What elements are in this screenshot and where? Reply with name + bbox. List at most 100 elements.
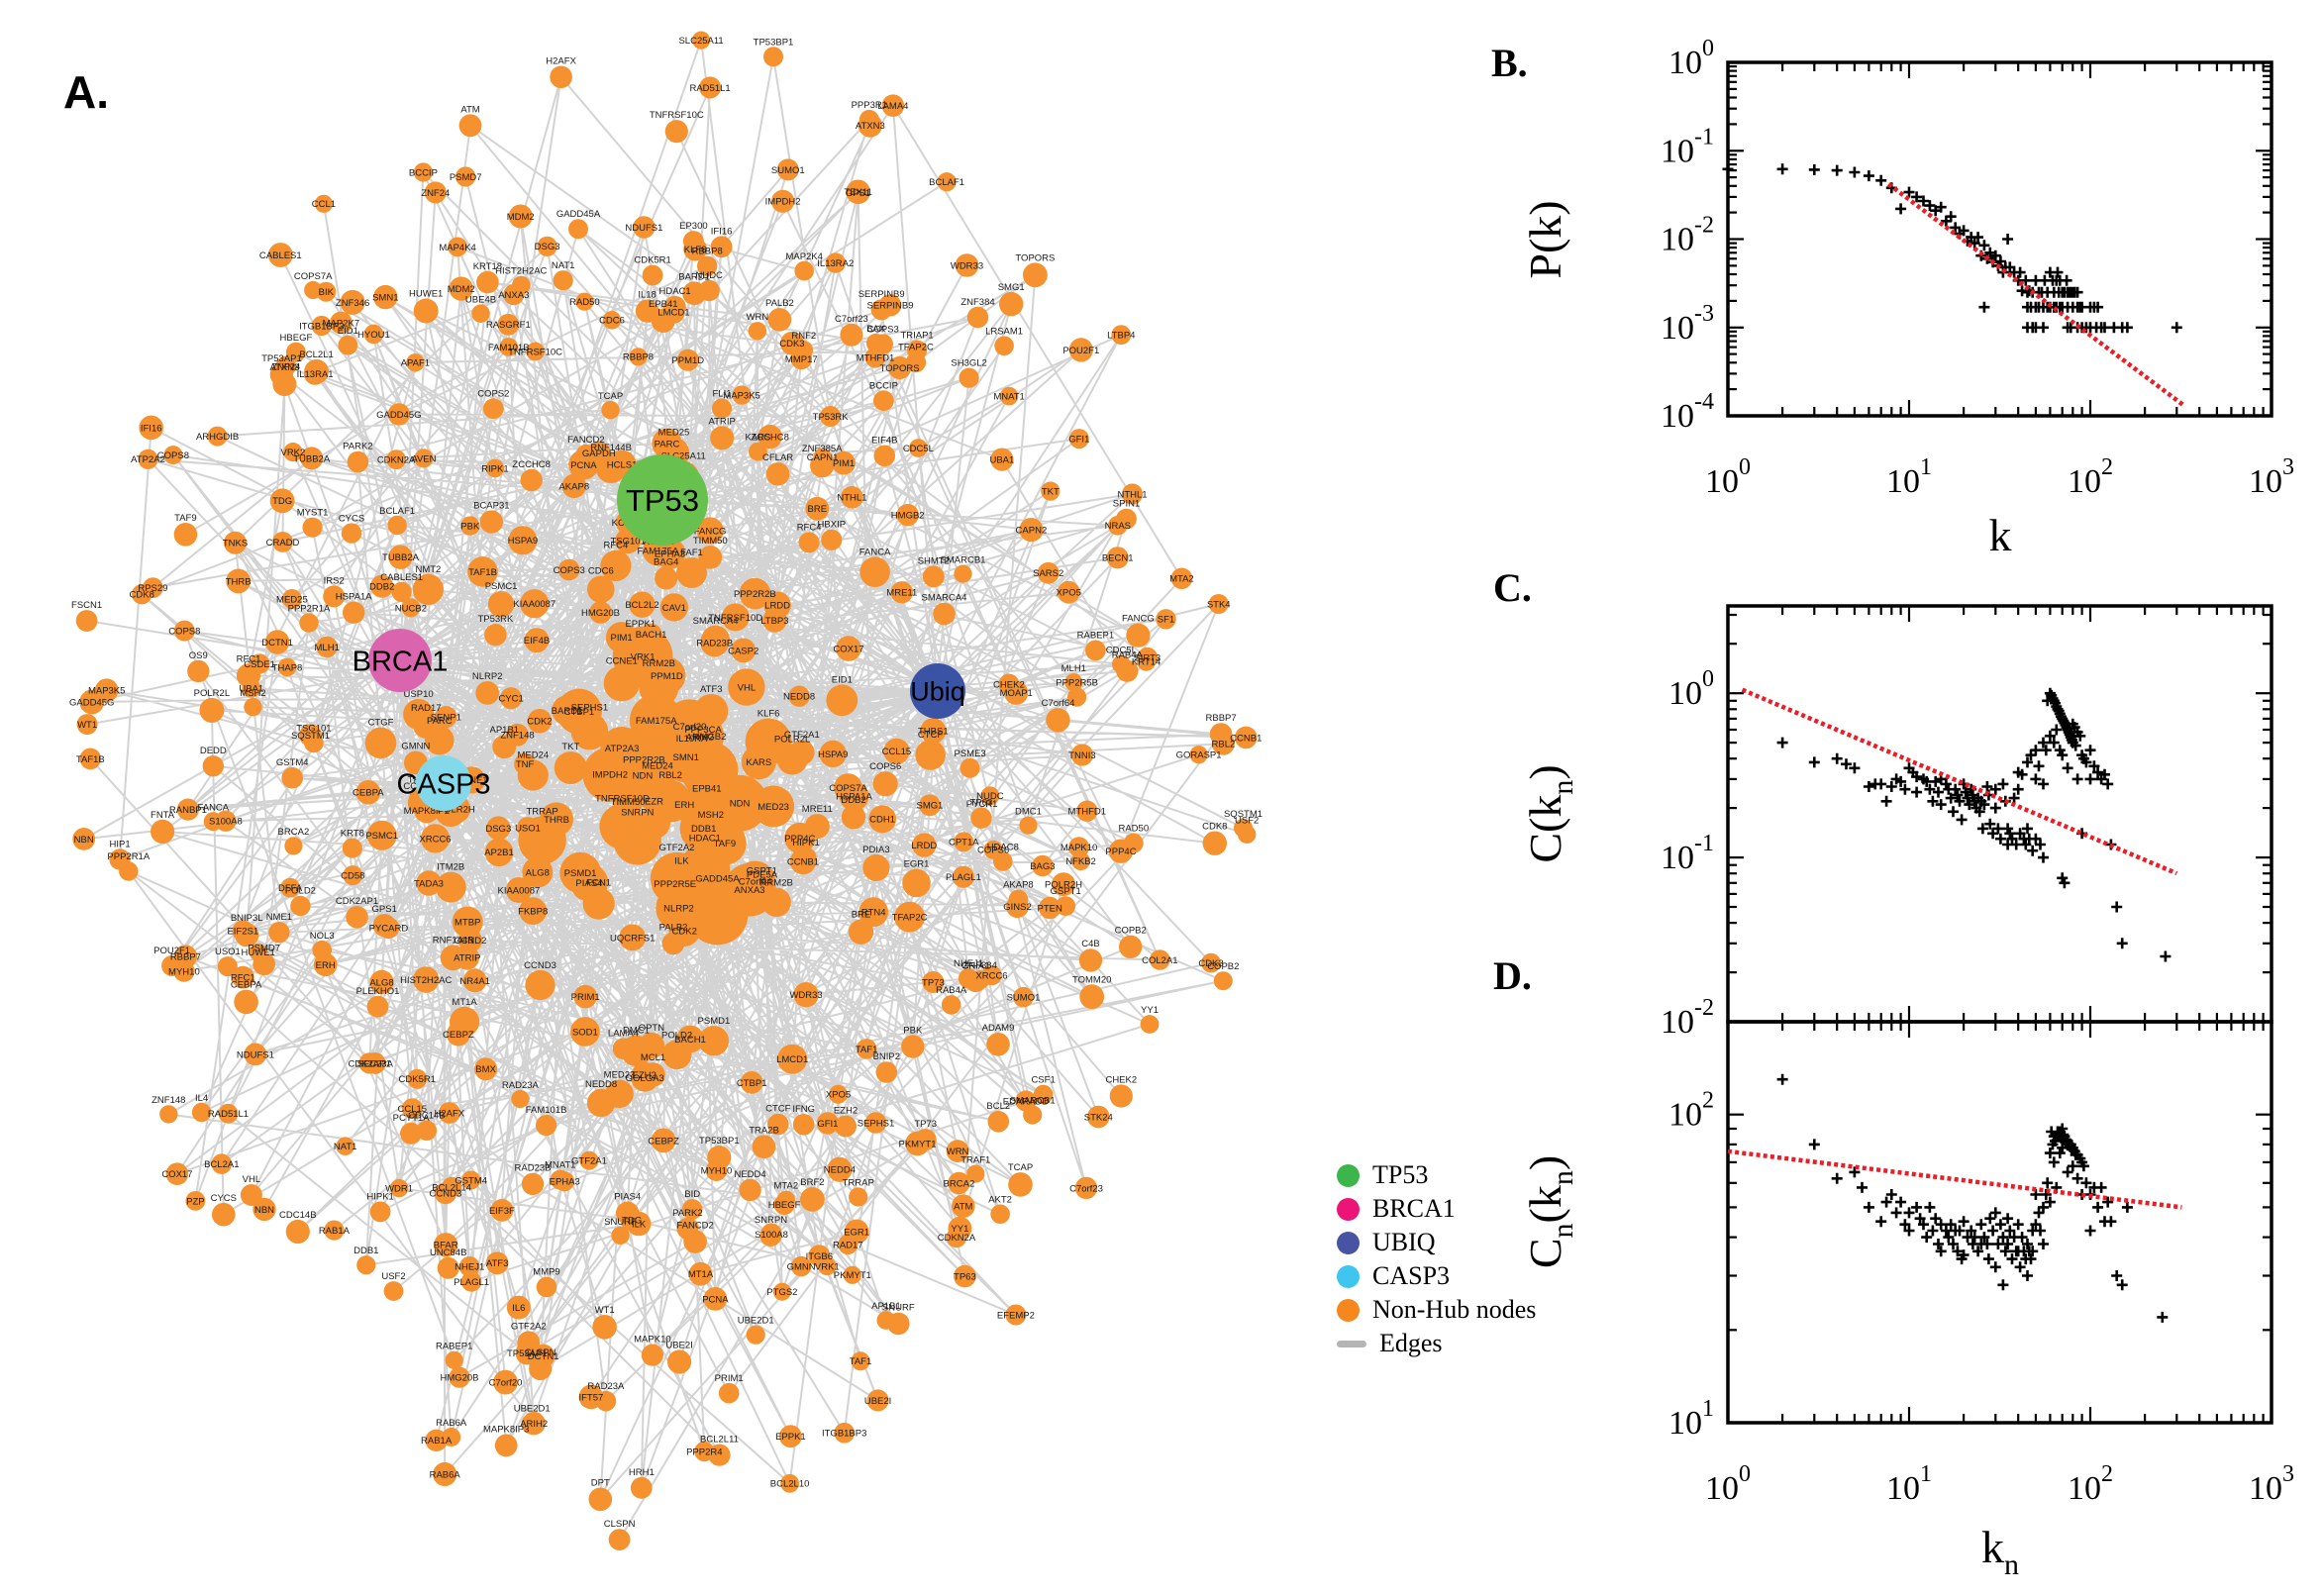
network-node-label: MMP9 — [533, 1267, 559, 1278]
network-node-label: PSMD1 — [564, 868, 597, 879]
network-node-label: USF2 — [1235, 816, 1259, 827]
network-node-label: PCNA — [702, 1294, 729, 1305]
network-node-label: TP63 — [970, 797, 993, 808]
network-node-label: TAF1B — [468, 567, 497, 578]
network-node-label: NDUFS1 — [625, 223, 662, 234]
network-node — [1208, 594, 1229, 614]
network-node-label: XPO5 — [1057, 588, 1081, 599]
network-node-label: FSCN1 — [71, 600, 102, 611]
network-node — [1213, 971, 1233, 991]
network-node — [800, 1187, 825, 1212]
network-node-label: GMNN — [787, 1262, 816, 1273]
network-node — [433, 1461, 457, 1487]
network-node-label: SOD1 — [572, 1027, 598, 1038]
network-node-label: WDR33 — [951, 260, 983, 271]
network-node-label: CCND3 — [430, 1189, 462, 1200]
network-node-label: BRE — [808, 504, 828, 515]
panel-d-x-tick-label: 100 — [1705, 1461, 1751, 1507]
panel-d-fit-line — [1727, 1148, 2182, 1210]
network-node-label: NAT1 — [552, 260, 575, 271]
network-node — [283, 443, 303, 462]
network-node — [476, 270, 499, 294]
network-node-label: PPM1D — [671, 355, 704, 366]
network-node-label: PPM1D — [651, 671, 683, 682]
network-node-label: MDM2 — [448, 284, 475, 295]
network-node-label: HYOU1 — [357, 330, 390, 341]
network-node — [592, 1315, 617, 1340]
network-node-label: RFC1 — [237, 653, 261, 664]
network-node — [1041, 481, 1060, 501]
network-node-label: MT1A — [452, 997, 477, 1008]
network-node-label: YY1 — [951, 1224, 968, 1235]
network-node — [1106, 547, 1129, 569]
network-node-label: ALG8 — [369, 977, 393, 988]
network-node-label: LAMA4 — [877, 101, 908, 112]
network-node-label: KARS — [745, 433, 770, 444]
network-node — [894, 901, 925, 933]
network-node-label: COPS7A — [294, 271, 333, 282]
network-node-label: HMGB2 — [891, 511, 925, 522]
network-node — [452, 906, 483, 938]
network-node — [526, 342, 545, 361]
network-node-label: RAB4A — [936, 985, 967, 996]
network-node-label: HMGB2 — [693, 732, 727, 743]
network-node — [878, 294, 902, 317]
network-node — [859, 556, 890, 587]
network-node-label: CTCF — [918, 730, 944, 741]
network-node-label: TCAP — [1008, 1162, 1033, 1173]
network-node-label: HBEGF — [280, 333, 313, 344]
network-node — [1074, 1176, 1098, 1200]
network-node-label: PRIM1 — [715, 1373, 744, 1384]
network-node-label: CCL1 — [312, 199, 336, 210]
network-node-label: RAD17 — [411, 703, 442, 714]
network-node — [994, 336, 1014, 356]
network-node-label: KRT8 — [341, 829, 364, 840]
network-node-label: BNIP2 — [873, 1051, 900, 1062]
network-node-label: TP53BP1 — [699, 1136, 740, 1147]
network-node — [701, 625, 731, 654]
network-node — [752, 1135, 776, 1159]
network-node-label: BCL2 — [986, 1101, 1010, 1112]
legend: TP53 BRCA1 UBIQ CASP3 Non-Hub nodes Edges — [1337, 1160, 1536, 1357]
network-node — [772, 1282, 791, 1301]
network-node — [1005, 1304, 1027, 1326]
network-node-label: GORASP1 — [1176, 750, 1222, 761]
network-node-label: IFT57 — [578, 1392, 603, 1403]
network-node-label: LMCD1 — [776, 1054, 808, 1065]
network-node-label: TEX11 — [844, 187, 871, 198]
panel-d-label: D. — [1493, 953, 1532, 998]
panel-b-y-tick-label: 10-2 — [1661, 213, 1714, 258]
network-node — [829, 1084, 848, 1104]
network-node — [400, 1122, 423, 1145]
network-node-label: MNAT1 — [993, 392, 1025, 403]
network-node — [872, 771, 898, 797]
network-node — [731, 638, 757, 663]
panel-b-x-tick-label: 101 — [1886, 454, 1932, 500]
network-node — [629, 348, 648, 366]
network-node-label: PPP2R2B — [734, 589, 776, 600]
network-node — [269, 488, 295, 514]
network-node-label: POLD2 — [661, 1030, 692, 1041]
network-node — [589, 601, 612, 624]
network-node-label: UQCRFS1 — [610, 933, 655, 944]
network-node-label: SARS2 — [1033, 568, 1063, 579]
network-node-label: FNTA — [151, 810, 175, 821]
network-node-label: GSTM4 — [454, 1175, 487, 1186]
network-node — [234, 989, 258, 1015]
network-node-label: CDK3 — [1198, 958, 1223, 969]
network-node — [211, 1153, 233, 1174]
network-node-label: PPP3CA — [684, 725, 722, 736]
network-node-label: AP1B1 — [871, 1301, 901, 1312]
panel-b-ticks — [1728, 62, 2272, 416]
network-node — [407, 1068, 428, 1089]
network-node-label: RBBP7 — [170, 952, 201, 963]
network-node — [955, 253, 979, 277]
network-node-label: MLH1 — [315, 643, 340, 653]
network-node-label: RAD50 — [569, 297, 600, 308]
network-node — [151, 819, 175, 845]
network-node — [314, 194, 333, 213]
network-node — [1064, 673, 1083, 692]
network-node — [1068, 429, 1089, 449]
panel-d-y-axis-label: Cn(kn) — [1520, 1155, 1579, 1268]
network-node — [303, 362, 327, 385]
